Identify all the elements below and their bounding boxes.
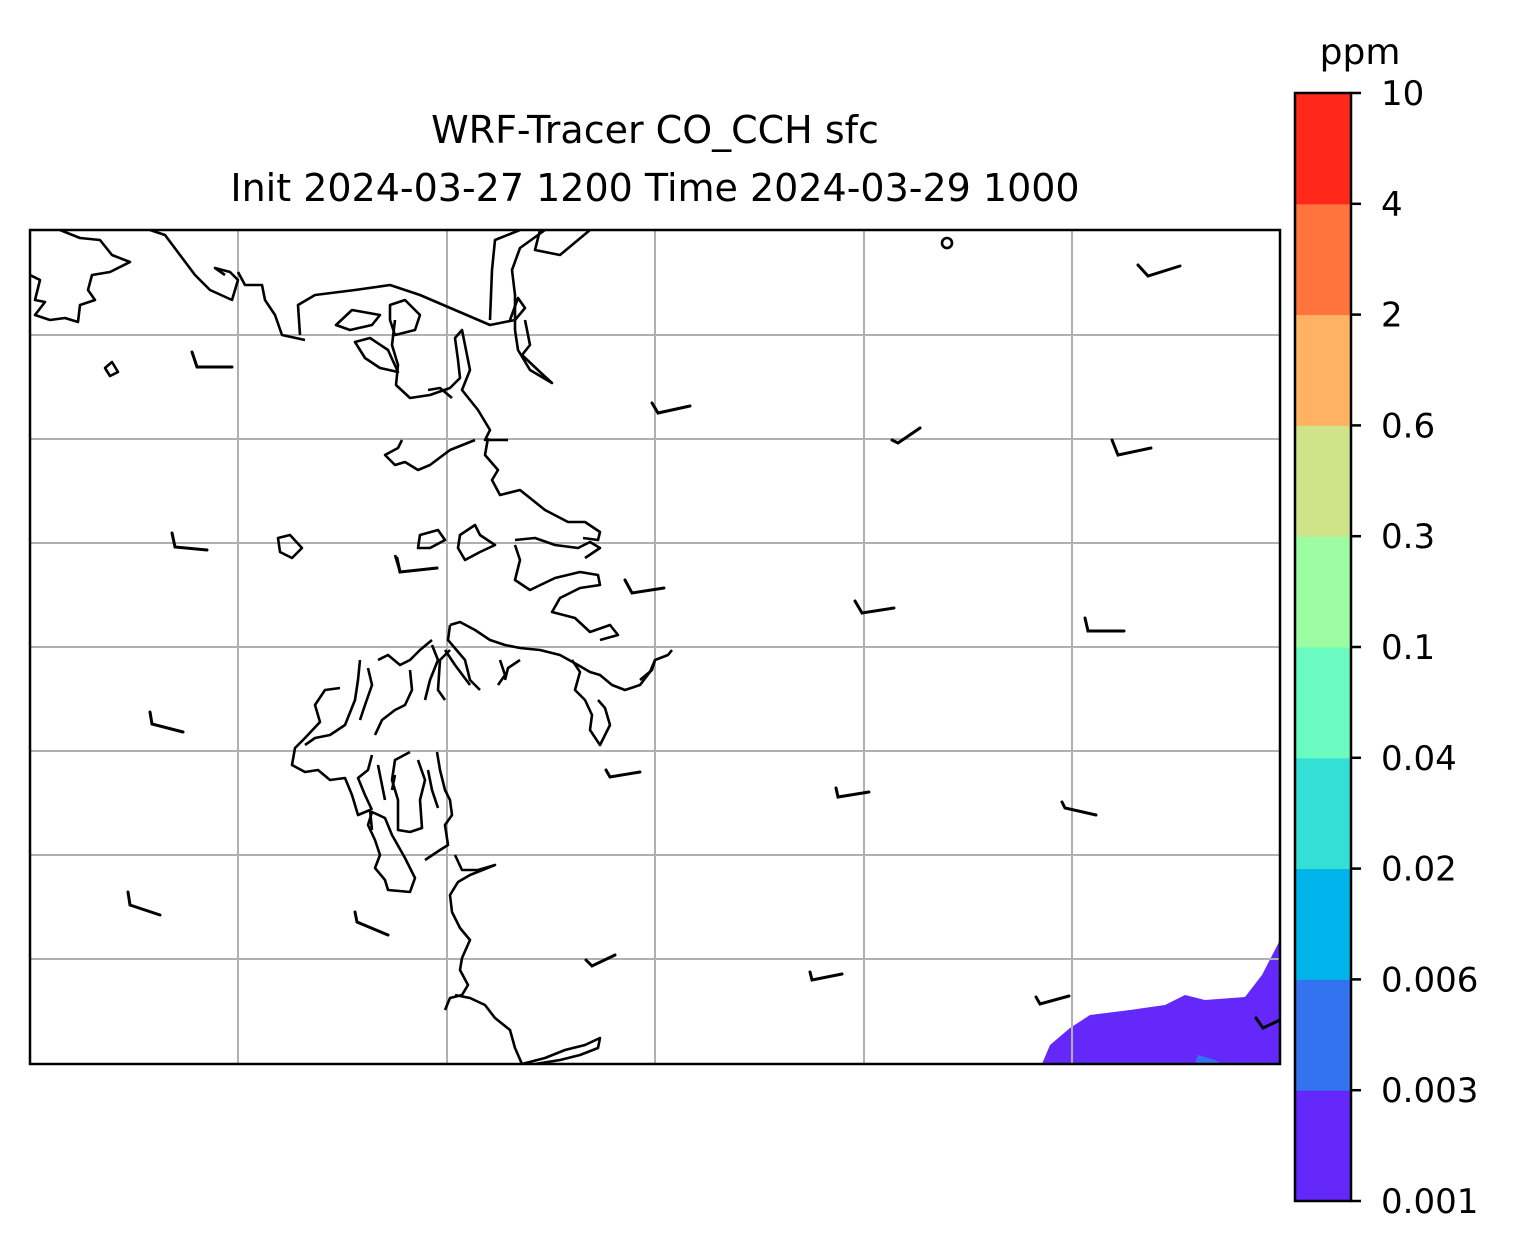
colorbar-band bbox=[1295, 868, 1351, 980]
colorbar-band bbox=[1295, 1090, 1351, 1202]
colorbar-band bbox=[1295, 536, 1351, 648]
colorbar-tick-label: 0.001 bbox=[1381, 1182, 1478, 1222]
colorbar-tick-label: 10 bbox=[1381, 74, 1424, 114]
map-frame bbox=[28, 228, 1282, 1066]
colorbar-unit-label: ppm bbox=[1320, 32, 1401, 73]
colorbar-band bbox=[1295, 93, 1351, 205]
colorbar-frame bbox=[1293, 91, 1353, 1203]
colorbar-tick-label: 0.04 bbox=[1381, 739, 1457, 779]
colorbar-tick-label: 0.003 bbox=[1381, 1071, 1478, 1111]
colorbar-tick-label: 0.006 bbox=[1381, 960, 1478, 1000]
wind-barbs bbox=[126, 263, 1280, 1030]
colorbar: 0.001 0.003 0.006 0.02 0.04 0.1 0.3 0.6 2 4 10 bbox=[1295, 74, 1478, 1222]
colorbar-tick-label: 0.1 bbox=[1381, 628, 1435, 668]
tracer-plume-core bbox=[1195, 1055, 1222, 1064]
colorbar-tick-label: 4 bbox=[1381, 185, 1403, 225]
colorbar-band bbox=[1295, 203, 1351, 316]
coastline bbox=[30, 230, 954, 1064]
colorbar-band bbox=[1295, 314, 1351, 426]
colorbar-band bbox=[1295, 979, 1351, 1091]
gridlines bbox=[30, 230, 1280, 1064]
colorbar-tick-label: 2 bbox=[1381, 296, 1403, 336]
colorbar-band bbox=[1295, 425, 1351, 537]
colorbar-tick-label: 0.6 bbox=[1381, 406, 1435, 446]
map-subtitle: Init 2024-03-27 1200 Time 2024-03-29 100… bbox=[230, 166, 1080, 210]
colorbar-tick-label: 0.3 bbox=[1381, 517, 1435, 557]
colorbar-band bbox=[1295, 647, 1351, 759]
tracer-plume bbox=[1042, 940, 1280, 1064]
colorbar-tick-label: 0.02 bbox=[1381, 850, 1457, 890]
colorbar-band bbox=[1295, 757, 1351, 870]
map-title: WRF-Tracer CO_CCH sfc bbox=[431, 108, 879, 152]
